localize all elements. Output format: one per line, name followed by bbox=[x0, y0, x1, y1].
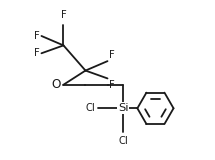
Text: Cl: Cl bbox=[118, 136, 128, 146]
Text: F: F bbox=[109, 50, 115, 60]
Text: F: F bbox=[34, 31, 40, 41]
Text: O: O bbox=[52, 78, 61, 91]
Text: Cl: Cl bbox=[86, 103, 96, 113]
Text: Si: Si bbox=[118, 103, 129, 113]
Text: F: F bbox=[109, 80, 115, 90]
Text: F: F bbox=[34, 48, 40, 58]
Text: F: F bbox=[61, 10, 66, 20]
